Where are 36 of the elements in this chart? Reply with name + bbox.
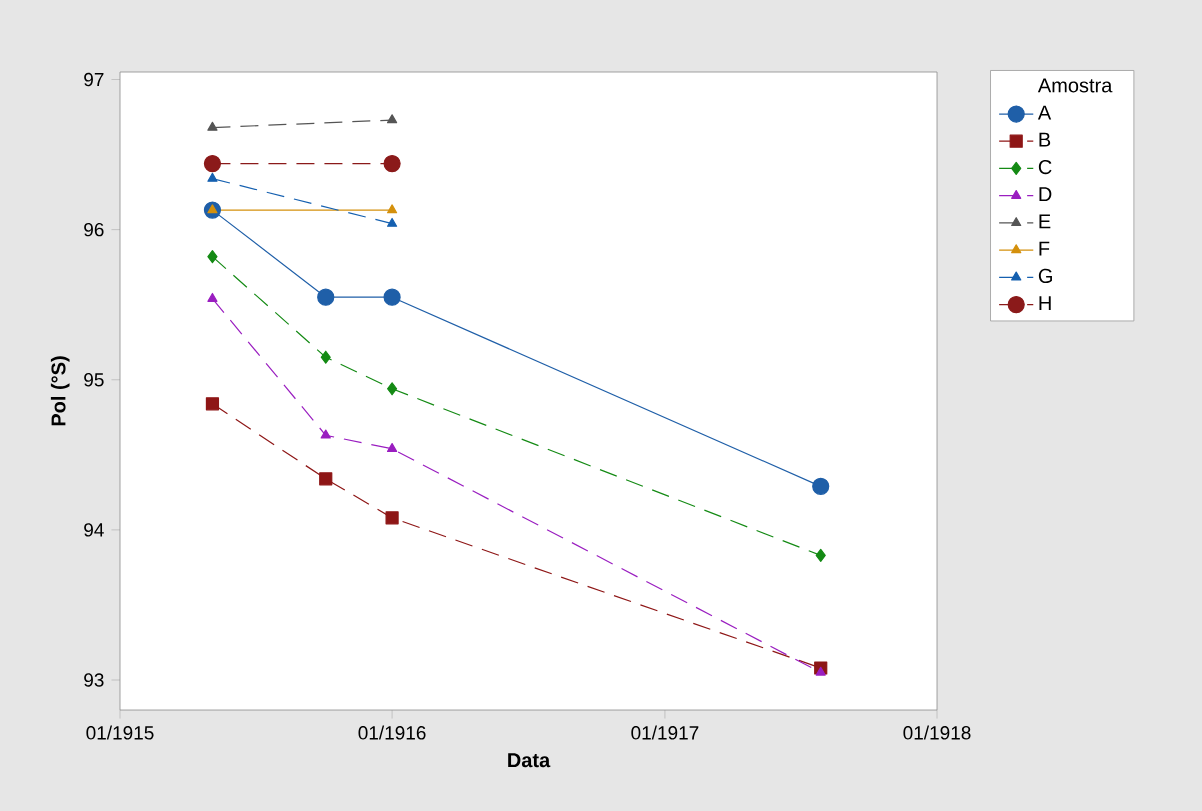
point xyxy=(205,397,220,411)
legend-label: C xyxy=(1038,159,1052,175)
x-tick-label: 01/1916 xyxy=(358,725,426,740)
legend-label: E xyxy=(1039,214,1051,229)
y-tick-label: 93 xyxy=(84,673,104,687)
legend-label: H xyxy=(1039,296,1051,310)
y-tick-label: 95 xyxy=(84,373,104,387)
point xyxy=(320,350,331,364)
x-tick-label: 01/1915 xyxy=(86,725,154,740)
x-axis-title: Data xyxy=(508,753,551,768)
point xyxy=(317,288,335,306)
point xyxy=(203,154,222,173)
x-tick-label: 01/1917 xyxy=(631,725,699,740)
legend-label: D xyxy=(1039,187,1052,202)
point xyxy=(383,154,401,173)
legend-label: F xyxy=(1039,241,1050,256)
legend-label: B xyxy=(1039,132,1051,147)
legend-title: Amostra xyxy=(1037,78,1113,93)
legend-label: G xyxy=(1038,268,1052,283)
point xyxy=(207,250,218,264)
point xyxy=(320,429,331,439)
y-tick-label: 94 xyxy=(84,523,104,537)
point xyxy=(386,443,398,453)
point xyxy=(383,288,401,306)
legend-label: A xyxy=(1037,105,1052,120)
x-tick-label: 01/1918 xyxy=(903,725,971,740)
point xyxy=(812,477,830,495)
point xyxy=(815,548,826,562)
y-axis-title: Pol (°S) xyxy=(50,356,70,426)
point xyxy=(385,511,399,525)
point xyxy=(815,666,826,676)
point xyxy=(207,292,218,302)
point xyxy=(319,472,333,486)
y-tick-label: 96 xyxy=(84,222,104,237)
point xyxy=(386,382,398,396)
y-tick-label: 97 xyxy=(84,72,104,87)
